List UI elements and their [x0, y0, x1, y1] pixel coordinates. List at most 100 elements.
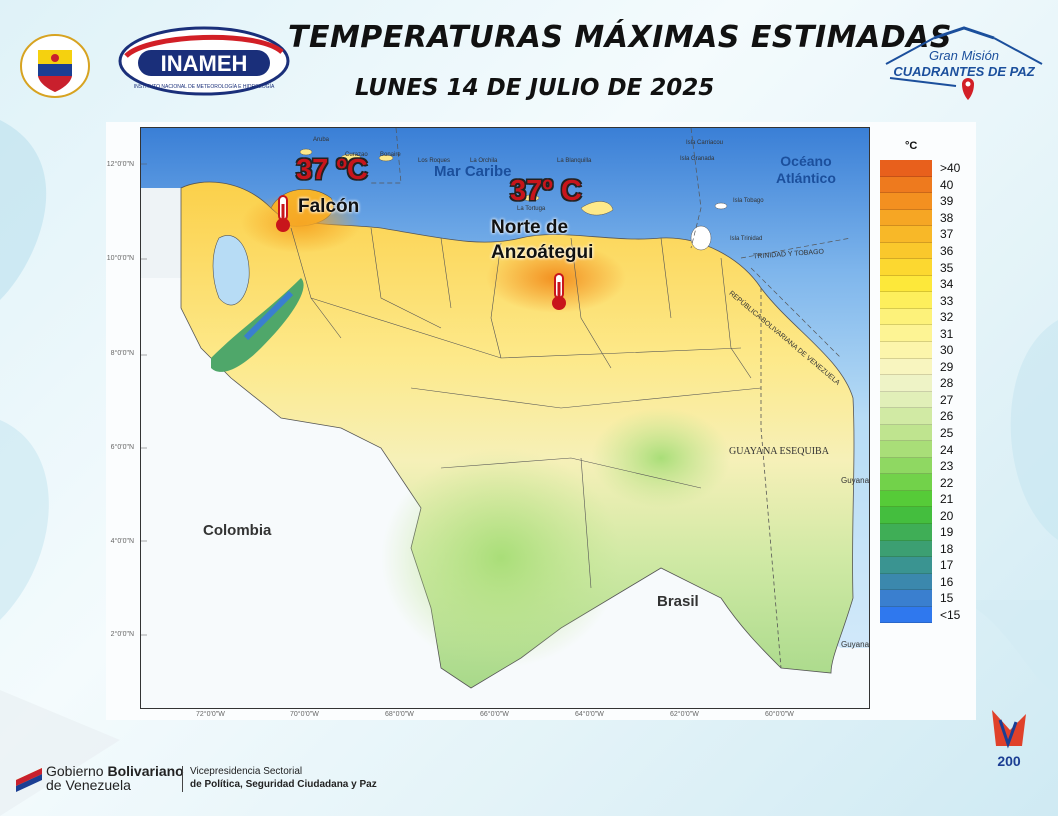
colombia-label: Colombia: [203, 522, 272, 539]
lat-tick: 6°0'0"N: [110, 444, 134, 451]
legend-label: 35: [940, 260, 954, 275]
legend-label: 26: [940, 409, 954, 424]
legend-item: 34: [880, 275, 972, 293]
legend-label: 19: [940, 525, 954, 540]
legend-swatch: [880, 391, 932, 409]
legend-swatch: [880, 424, 932, 442]
gob-line1-b: Bolivariano: [107, 763, 184, 779]
legend-item: 20: [880, 507, 972, 525]
guayana-esequiba-label: GUAYANA ESEQUIBA: [729, 446, 829, 457]
legend-label: 27: [940, 392, 954, 407]
lon-tick: 72°0'0"W: [196, 711, 225, 718]
legend-label: >40: [940, 161, 961, 176]
ocean-label: Océano Atlántico: [776, 153, 836, 187]
lat-tick: 12°0'0"N: [106, 161, 134, 168]
legend-swatch: [880, 275, 932, 293]
guyana-label-south: Guyana: [841, 640, 870, 649]
thermometer-icon: [552, 273, 566, 310]
legend-item: 29: [880, 358, 972, 376]
legend-label: 28: [940, 376, 954, 391]
legend-label: 17: [940, 558, 954, 573]
legend-swatch: [880, 490, 932, 508]
legend-label: 20: [940, 508, 954, 523]
legend-unit: °C: [905, 140, 918, 152]
guyana-label: Guyana: [841, 476, 870, 485]
gob-line2: de Venezuela: [46, 777, 131, 793]
temperature-legend: >40 40 39 38 37 36 35 34 33 32 31 30 29 28 27 26 25 24 23…: [880, 160, 972, 624]
legend-label: 38: [940, 210, 954, 225]
legend-label: 33: [940, 293, 954, 308]
legend-swatch: [880, 557, 932, 574]
page-date: LUNES 14 DE JULIO DE 2025: [355, 75, 715, 101]
island-la-orchila: La Orchila: [470, 158, 498, 164]
legend-swatch: [880, 242, 932, 260]
legend-swatch: [880, 259, 932, 276]
island-bonaire: Bonaire: [380, 152, 401, 158]
legend-swatch: [880, 408, 932, 425]
legend-swatch: [880, 524, 932, 541]
island-trinidad: Isla Trinidad: [730, 236, 763, 242]
ministry-shield-logo: [20, 34, 90, 98]
legend-item: 32: [880, 308, 972, 326]
legend-label: 34: [940, 277, 954, 292]
legend-item: 35: [880, 259, 972, 276]
inameh-logo-text: INAMEH: [161, 51, 248, 76]
lon-tick: 60°0'0"W: [765, 711, 794, 718]
island-carriacou: Isla Carriacou: [686, 140, 724, 146]
vice-line2: de Política, Seguridad Ciudadana y Paz: [190, 779, 377, 790]
legend-item: 36: [880, 242, 972, 260]
island-la-blanquilla: La Blanquilla: [557, 158, 592, 164]
legend-item: 27: [880, 391, 972, 409]
legend-swatch: [880, 292, 932, 309]
venezuela-flag-icon: [16, 768, 42, 792]
anzoategui-place-line2: Anzoátegui: [491, 242, 594, 263]
anzoategui-place-line1: Norte de: [491, 217, 569, 238]
legend-item: 19: [880, 524, 972, 541]
legend-item: 25: [880, 424, 972, 442]
anzoategui-temperature: 37º C: [510, 175, 582, 207]
legend-item: 37: [880, 226, 972, 243]
bicentenario-number: 200: [997, 753, 1021, 769]
legend-item: 23: [880, 457, 972, 475]
cuadrantes-de-paz-logo: Gran Misión CUADRANTES DE PAZ: [885, 26, 1043, 100]
gobierno-bolivariano-logo: Gobierno Bolivariano de Venezuela: [46, 764, 184, 792]
legend-swatch: [880, 590, 932, 607]
legend-swatch: [880, 193, 932, 210]
legend-label: 16: [940, 574, 954, 589]
falcon-place: Falcón: [298, 196, 360, 217]
gmcp-line2: CUADRANTES DE PAZ: [893, 64, 1035, 79]
legend-label: 32: [940, 310, 954, 325]
sea-label: Mar Caribe: [434, 163, 512, 180]
legend-label: 21: [940, 492, 954, 507]
legend-label: 36: [940, 244, 954, 258]
legend-item: 21: [880, 490, 972, 508]
map-graphic: [141, 128, 869, 708]
legend-item: 24: [880, 441, 972, 458]
lat-tick: 4°0'0"N: [110, 538, 134, 545]
legend-item: 31: [880, 325, 972, 343]
ocean-label-line2: Atlántico: [776, 170, 836, 186]
lon-tick: 68°0'0"W: [385, 711, 414, 718]
legend-label: 18: [940, 541, 954, 556]
legend-swatch: [880, 342, 932, 359]
legend-swatch: [880, 540, 932, 558]
island-la-tortuga: La Tortuga: [517, 206, 546, 212]
legend-swatch: [880, 226, 932, 243]
legend-label: 25: [940, 426, 954, 441]
temperature-map: [140, 127, 870, 709]
falcon-temperature: 37 ºC: [296, 154, 368, 186]
lon-tick: 70°0'0"W: [290, 711, 319, 718]
inameh-logo-subtext: INSTITUTO NACIONAL DE METEOROLOGÍA E HID…: [134, 83, 275, 90]
ocean-label-line1: Océano: [780, 153, 832, 169]
legend-swatch: [880, 209, 932, 227]
legend-label: 15: [940, 591, 954, 606]
lon-tick: 66°0'0"W: [480, 711, 509, 718]
anzoategui-place: Norte de Anzoátegui: [491, 215, 593, 265]
legend-swatch: [880, 160, 932, 177]
legend-item: 30: [880, 342, 972, 359]
legend-item: 39: [880, 193, 972, 210]
legend-label: 39: [940, 194, 954, 209]
legend-item: <15: [880, 606, 972, 624]
island-curazao: Curazao: [345, 152, 368, 158]
legend-item: 28: [880, 375, 972, 392]
